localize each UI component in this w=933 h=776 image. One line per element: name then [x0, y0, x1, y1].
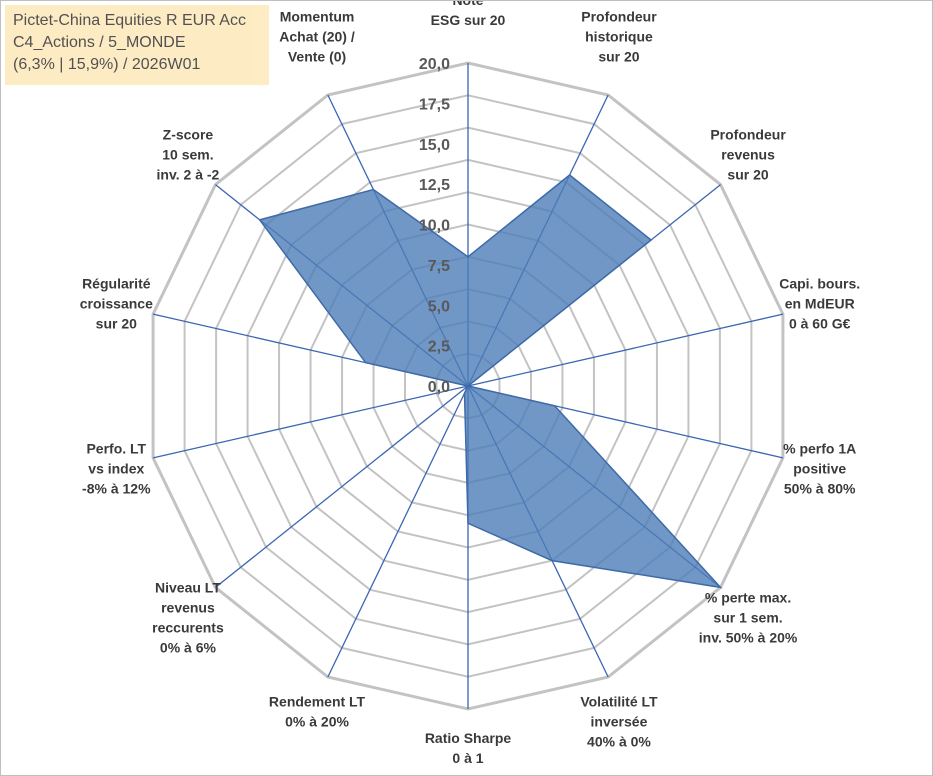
axis-label-line: inv. 50% à 20%: [699, 629, 798, 645]
axis-label-line: Z-score: [163, 127, 214, 143]
series-area: [258, 174, 723, 589]
axis-label-line: en MdEUR: [785, 295, 855, 311]
axis-label-line: inv. 2 à -2: [157, 167, 220, 183]
fund-stats: (6,3% | 15,9%) / 2026W01: [13, 56, 201, 73]
axis-label-line: 0% à 20%: [285, 713, 349, 729]
axis-label-line: Niveau LT: [155, 579, 221, 595]
axis-label-line: Volatilité LT: [580, 693, 658, 709]
axis-line: [467, 313, 784, 387]
axis-line: [215, 385, 469, 588]
axis-label: Z-score 10 sem. inv. 2 à -2: [157, 127, 220, 183]
tick-label: 15,0: [419, 137, 450, 154]
fund-name: Pictet-China Equities R EUR Acc: [13, 12, 246, 29]
axis-label-line: Capi. bours.: [779, 275, 860, 291]
axis-label-line: positive: [793, 461, 846, 477]
tick-label: 17,5: [419, 96, 450, 113]
axis-label-line: sur 20: [727, 167, 768, 183]
axis-label-line: inversée: [591, 713, 648, 729]
axis-label: Ratio Sharpe 0 à 1: [425, 730, 512, 766]
axis-label-line: 40% à 0%: [587, 733, 651, 749]
axis-label: Profondeur historique sur 20: [581, 9, 657, 65]
fund-info-box: Pictet-China Equities R EUR Acc C4_Actio…: [5, 5, 269, 85]
axis-label: Rendement LT 0% à 20%: [269, 693, 366, 729]
axis-label: % perfo 1A positive 50% à 80%: [783, 441, 856, 497]
tick-label: 7,5: [428, 258, 450, 275]
tick-label: 0,0: [428, 379, 450, 396]
axis-label-line: Perfo. LT: [86, 441, 146, 457]
axis-label-line: 50% à 80%: [784, 481, 856, 497]
axis-label-line: Note: [452, 1, 483, 8]
axis-label: % perte max. sur 1 sem. inv. 50% à 20%: [699, 589, 798, 645]
axis-label-line: 10 sem.: [162, 147, 213, 163]
axis-label-line: croissance: [80, 295, 153, 311]
axis-label: Momentum Achat (20) / Vente (0): [279, 9, 355, 65]
axis-label: Capi. bours. en MdEUR 0 à 60 G€: [779, 275, 860, 331]
axis-label-line: Régularité: [82, 275, 151, 291]
axis-label-line: revenus: [161, 599, 215, 615]
axis-label: Régularité croissance sur 20: [80, 275, 153, 331]
axis-label: Note ESG sur 20: [431, 1, 506, 28]
axis-label-line: sur 20: [598, 49, 639, 65]
tick-label: 10,0: [419, 218, 450, 235]
axis-label-line: Achat (20) /: [279, 29, 355, 45]
axis-label-line: Profondeur: [710, 127, 786, 143]
axis-label-line: ESG sur 20: [431, 12, 506, 28]
axis-label-line: Profondeur: [581, 9, 657, 25]
axis-label-line: revenus: [721, 147, 775, 163]
axis-label-line: 0 à 60 G€: [789, 315, 851, 331]
axis-label-line: 0% à 6%: [160, 639, 217, 655]
axis-line: [327, 385, 469, 678]
tick-label: 12,5: [419, 177, 450, 194]
axis-label: Volatilité LT inversée 40% à 0%: [580, 693, 658, 749]
fund-category: C4_Actions / 5_MONDE: [13, 34, 186, 51]
axis-label-line: reccurents: [152, 619, 224, 635]
axis-label-line: Vente (0): [288, 49, 346, 65]
axis-label-line: 0 à 1: [452, 750, 483, 766]
tick-label: 5,0: [428, 298, 450, 315]
axis-label-line: sur 1 sem.: [713, 609, 782, 625]
axis-label-line: % perfo 1A: [783, 441, 856, 457]
axis-label: Perfo. LT vs index -8% à 12%: [82, 441, 151, 497]
axis-label-line: Ratio Sharpe: [425, 730, 512, 746]
tick-label: 20,0: [419, 56, 450, 73]
axis-label-line: sur 20: [96, 315, 137, 331]
axis-label-line: -8% à 12%: [82, 481, 151, 497]
axis-label-line: Rendement LT: [269, 693, 366, 709]
axis-label: Niveau LT revenus reccurents 0% à 6%: [152, 579, 224, 655]
axis-label: Profondeur revenus sur 20: [710, 127, 786, 183]
axis-label-line: % perte max.: [705, 589, 791, 605]
tick-label: 2,5: [428, 339, 450, 356]
axis-label-line: vs index: [88, 461, 144, 477]
axis-line: [152, 385, 469, 459]
axis-label-line: historique: [585, 29, 653, 45]
axis-label-line: Momentum: [280, 9, 355, 25]
